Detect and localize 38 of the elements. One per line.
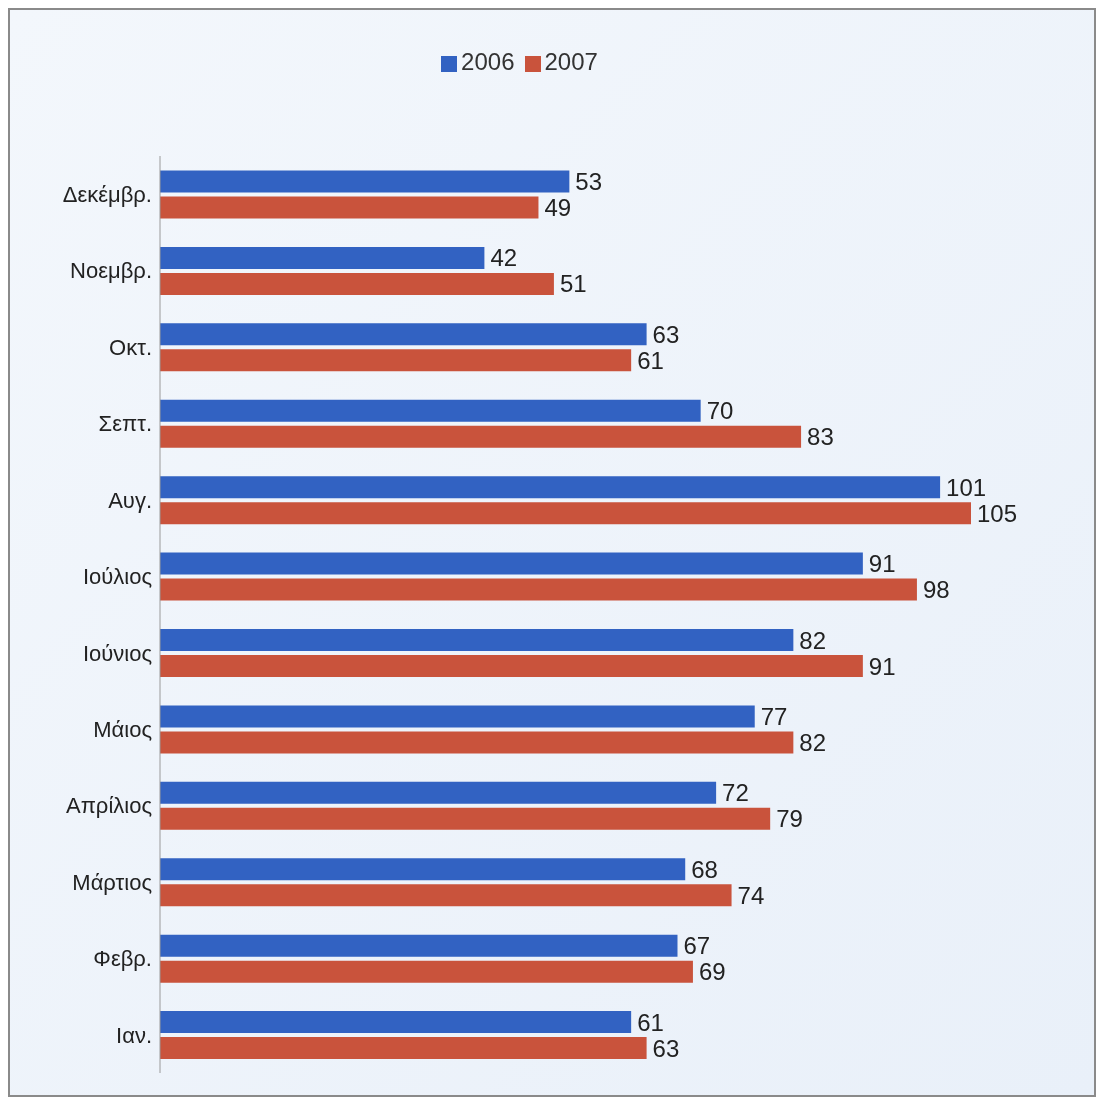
data-label: 69	[698, 958, 726, 986]
y-tick-label: Ιούλιος	[82, 564, 152, 590]
y-tick-label: Νοεμβρ.	[70, 258, 152, 284]
data-label: 53	[575, 168, 603, 196]
y-tick-label: Δεκέμβρ.	[62, 182, 152, 208]
data-label: 77	[760, 702, 788, 730]
y-tick-label: Αυγ.	[108, 487, 152, 513]
y-tick-label: Μάιος	[93, 716, 152, 742]
y-tick-label: Ιαν.	[116, 1022, 152, 1048]
data-label: 91	[868, 550, 896, 578]
data-label: 91	[868, 652, 896, 680]
data-label: 82	[799, 626, 827, 654]
data-label: 61	[637, 1008, 664, 1036]
data-label: 61	[637, 346, 664, 374]
data-label: 63	[652, 1034, 680, 1062]
data-label: 98	[922, 576, 950, 604]
legend-label: 2006	[461, 48, 515, 75]
data-label: 67	[683, 932, 711, 960]
legend-label: 2007	[544, 48, 598, 75]
data-label: 42	[490, 244, 518, 272]
data-label: 68	[691, 855, 718, 883]
y-tick-label: Σεπτ.	[98, 411, 152, 437]
data-label: 63	[652, 320, 680, 348]
y-tick-label: Οκτ.	[109, 334, 152, 360]
y-tick-label: Μάρτιος	[72, 869, 152, 895]
y-tick-label: Απρίλιος	[66, 793, 152, 819]
data-label: 49	[544, 194, 572, 222]
data-label: 82	[799, 728, 827, 756]
data-label: 74	[737, 881, 765, 909]
data-label: 79	[776, 805, 803, 833]
data-label: 105	[977, 499, 1018, 527]
data-label: 101	[946, 473, 987, 501]
data-label: 70	[706, 397, 734, 425]
y-tick-label: Φεβρ.	[93, 946, 152, 972]
data-label: 51	[559, 270, 587, 298]
data-label: 72	[722, 779, 749, 807]
data-label: 83	[807, 423, 834, 451]
y-tick-label: Ιούνιος	[82, 640, 152, 666]
